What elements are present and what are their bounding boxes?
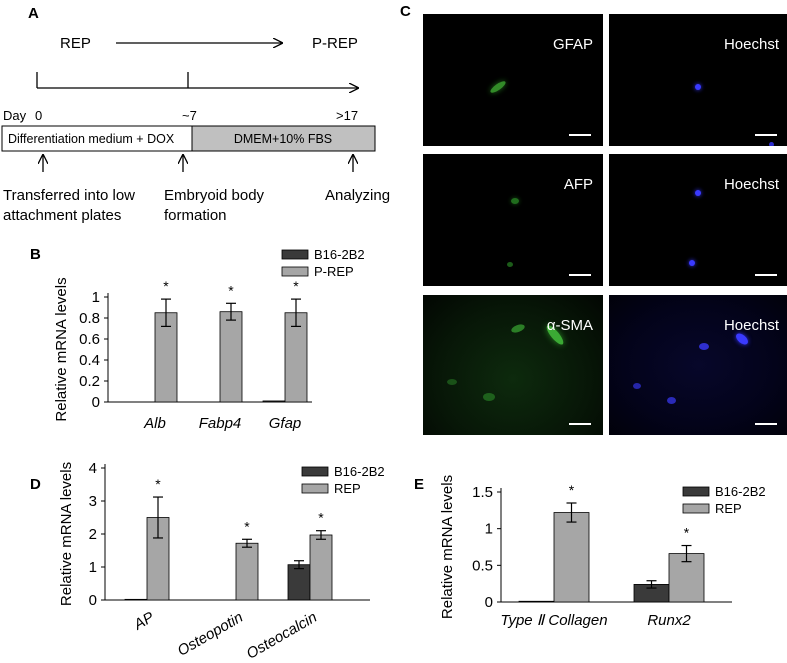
nucleus-signal bbox=[633, 383, 641, 389]
afp-signal bbox=[511, 198, 519, 204]
significance-mark: * bbox=[163, 278, 169, 294]
sma-signal bbox=[447, 379, 457, 385]
micrograph-label: AFP bbox=[563, 176, 593, 193]
micrograph-label: Hoechst bbox=[723, 317, 779, 334]
y-tick-label: 3 bbox=[89, 493, 97, 510]
legend-swatch bbox=[301, 483, 329, 494]
category-label: Gfap bbox=[269, 415, 302, 432]
micrograph-hoechst-2: Hoechst bbox=[609, 154, 787, 286]
y-tick-label: 0.8 bbox=[79, 310, 100, 327]
day-7: ~7 bbox=[182, 108, 197, 123]
step1-line2: attachment plates bbox=[3, 207, 121, 224]
step1-line1: Transferred into low bbox=[3, 187, 135, 204]
scale-bar bbox=[569, 274, 591, 276]
scale-bar bbox=[755, 274, 777, 276]
y-tick-label: 0.5 bbox=[472, 557, 493, 574]
nucleus-signal bbox=[695, 190, 701, 196]
y-tick-label: 2 bbox=[89, 526, 97, 543]
y-tick-label: 1 bbox=[92, 289, 100, 306]
dmem-box-label: DMEM+10% FBS bbox=[234, 132, 332, 146]
legend-label: REP bbox=[715, 501, 742, 516]
y-tick-label: 0.4 bbox=[79, 352, 100, 369]
nucleus-signal bbox=[699, 343, 709, 350]
legend-label: B16-2B2 bbox=[314, 247, 365, 262]
y-tick-label: 1.5 bbox=[472, 484, 493, 501]
day-0: 0 bbox=[35, 108, 42, 123]
nucleus-signal bbox=[667, 397, 676, 404]
micrograph-gfap: GFAP bbox=[423, 14, 603, 146]
scale-bar bbox=[755, 423, 777, 425]
y-axis-label: Relative mRNA levels bbox=[53, 277, 70, 421]
legend-swatch bbox=[682, 503, 710, 514]
panel-a-schematic: A REP P-REP Day 0 ~7 >17 Differentiation… bbox=[1, 5, 390, 224]
micrograph-label: GFAP bbox=[552, 36, 593, 53]
panel-e-letter: E bbox=[414, 476, 425, 493]
micrograph-label: Hoechst bbox=[723, 176, 779, 193]
scale-bar bbox=[569, 423, 591, 425]
bar bbox=[553, 512, 590, 603]
y-tick-label: 0.2 bbox=[79, 373, 100, 390]
significance-mark: * bbox=[228, 282, 234, 298]
category-label: Type Ⅱ Collagen bbox=[500, 612, 607, 629]
y-axis-label: Relative mRNA levels bbox=[58, 462, 75, 606]
y-tick-label: 0 bbox=[89, 592, 97, 609]
legend-label: REP bbox=[334, 481, 361, 496]
sma-signal bbox=[483, 393, 495, 401]
y-tick-label: 4 bbox=[89, 460, 97, 477]
legend-label: P-REP bbox=[314, 264, 354, 279]
y-tick-label: 0 bbox=[92, 394, 100, 411]
y-tick-label: 1 bbox=[485, 521, 493, 538]
differentiation-box-label: Differentiation medium + DOX bbox=[8, 132, 175, 146]
significance-mark: * bbox=[244, 518, 250, 534]
micrograph-label: Hoechst bbox=[723, 36, 779, 53]
y-tick-label: 0 bbox=[485, 594, 493, 611]
legend-swatch bbox=[281, 249, 309, 260]
micrograph-afp: AFP bbox=[423, 154, 603, 286]
bar bbox=[518, 600, 555, 603]
nucleus-signal bbox=[689, 260, 695, 266]
nucleus-signal bbox=[769, 142, 774, 146]
micrograph-hoechst-3: Hoechst bbox=[609, 295, 787, 435]
legend-swatch bbox=[301, 466, 329, 477]
dmem-box bbox=[191, 125, 376, 152]
significance-mark: * bbox=[293, 278, 299, 294]
day-17: >17 bbox=[336, 108, 358, 123]
rep-label: REP bbox=[60, 35, 91, 52]
afp-signal bbox=[507, 262, 513, 267]
prep-label: P-REP bbox=[312, 35, 358, 52]
y-tick-label: 1 bbox=[89, 559, 97, 576]
micrograph-alpha-sma: α-SMA bbox=[423, 295, 603, 435]
step2-line1: Embryoid body bbox=[164, 187, 265, 204]
y-axis-label: Relative mRNA levels bbox=[439, 475, 456, 619]
step2-line2: formation bbox=[164, 207, 227, 224]
panel-d-letter: D bbox=[30, 476, 41, 493]
step3-label: Analyzing bbox=[325, 187, 390, 204]
micrograph-hoechst-1: Hoechst bbox=[609, 14, 787, 146]
significance-mark: * bbox=[318, 510, 324, 526]
legend-label: B16-2B2 bbox=[334, 464, 385, 479]
significance-mark: * bbox=[569, 482, 575, 498]
micrograph-label: α-SMA bbox=[546, 317, 593, 334]
panel-b-letter: B bbox=[30, 246, 41, 263]
y-tick-label: 0.6 bbox=[79, 331, 100, 348]
significance-mark: * bbox=[155, 476, 161, 492]
legend-swatch bbox=[682, 486, 710, 497]
legend-swatch bbox=[281, 266, 309, 277]
scale-bar bbox=[569, 134, 591, 136]
panel-a-letter: A bbox=[28, 5, 39, 22]
day-label: Day bbox=[3, 108, 27, 123]
nucleus-signal bbox=[695, 84, 701, 90]
category-label: Alb bbox=[143, 415, 166, 432]
category-label: Fabp4 bbox=[199, 415, 242, 432]
scale-bar bbox=[755, 134, 777, 136]
significance-mark: * bbox=[684, 525, 690, 541]
panel-c-letter: C bbox=[400, 3, 411, 20]
legend-label: B16-2B2 bbox=[715, 484, 766, 499]
category-label: Runx2 bbox=[647, 612, 691, 629]
